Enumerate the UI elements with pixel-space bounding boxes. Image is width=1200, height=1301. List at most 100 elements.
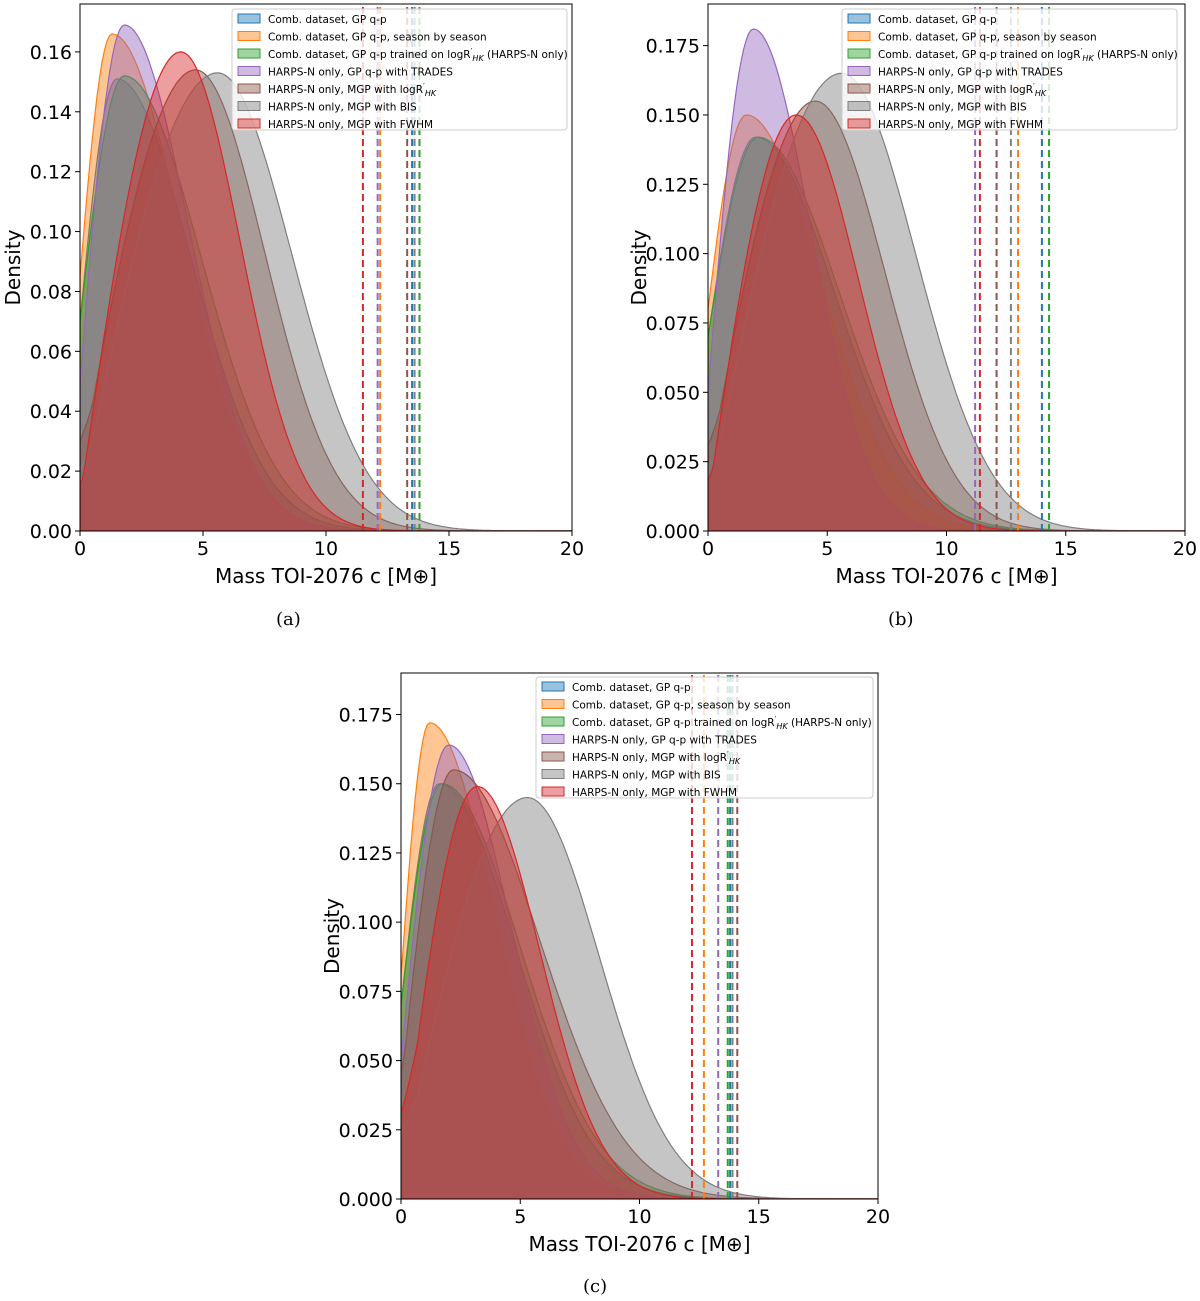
plot-area [708,28,1185,531]
density-area-comb-dataset-gp-q-p-trained-on-logr-hk-harps-n-only [401,783,878,1199]
legend-swatch-harps-n-only-mgp-with-logr-hk [847,83,871,94]
density-area-harps-n-only-mgp-with-fwhm [80,51,572,531]
legend-swatch-harps-n-only-gp-q-p-with-trades [237,66,261,76]
legend-box [535,676,874,799]
legend-label-harps-n-only-mgp-with-bis: HARPS-N only, MGP with BIS [268,102,417,114]
chart-panel-c: 0 5 10 15 20 0.000 0.025 0.050 0.075 0.100 0.125 0.… [320,672,890,1256]
legend: Comb. dataset, GP q-p Comb. dataset, GP q… [535,676,874,799]
legend-swatch-comb-dataset-gp-q-p [237,13,261,24]
x-tick-label: 10 [314,538,338,560]
y-tick-label: 0.075 [646,313,700,335]
legend-swatch-comb-dataset-gp-q-p-season-by-season [237,31,261,41]
density-area-comb-dataset-gp-q-p-season-by-season [401,722,878,1199]
y-tick-label: 0.175 [646,36,700,58]
legend-swatch-harps-n-only-mgp-with-logr-hk [541,751,565,762]
x-axis-label: Mass TOI-2076 c [M⊕] [528,1232,750,1256]
legend-swatch-harps-n-only-gp-q-p-with-trades [541,734,565,744]
x-tick-label: 5 [197,538,209,560]
legend-label-comb-dataset-gp-q-p: Comb. dataset, GP q-p [572,682,691,694]
panel-caption-c: (c) [583,1276,608,1297]
y-tick-label: 0.025 [339,1120,393,1142]
legend-swatch-harps-n-only-mgp-with-fwhm [847,118,871,129]
density-area-harps-n-only-mgp-with-logr-hk [80,69,572,531]
x-tick-label: 15 [437,538,461,560]
density-area-comb-dataset-gp-q-p-trained-on-logr-hk-harps-n-only [708,136,1185,531]
x-axis-label: Mass TOI-2076 c [M⊕] [835,564,1057,588]
legend-swatch-comb-dataset-gp-q-p-season-by-season [847,31,871,41]
legend-label-comb-dataset-gp-q-p-season-by-season: Comb. dataset, GP q-p, season by season [572,700,791,712]
legend-swatch-harps-n-only-mgp-with-bis [237,101,261,111]
y-axis-label: Density [1,229,25,305]
legend-swatch-harps-n-only-mgp-with-fwhm [237,118,261,129]
x-tick-label: 20 [560,538,584,560]
y-tick-label: 0.04 [30,401,72,423]
x-tick-label: 0 [702,538,714,560]
legend-label-harps-n-only-mgp-with-bis: HARPS-N only, MGP with BIS [878,102,1027,114]
y-tick-label: 0.10 [30,222,72,244]
plot-area [80,24,572,531]
x-tick-label: 5 [514,1206,526,1228]
y-tick-label: 0.000 [646,521,700,543]
y-tick-label: 0.14 [30,102,72,124]
y-tick-label: 0.06 [30,341,72,363]
legend-label-harps-n-only-mgp-with-fwhm: HARPS-N only, MGP with FWHM [878,119,1043,131]
y-tick-label: 0.16 [30,42,72,64]
chart-panel-b: 0 5 10 15 20 0.000 0.025 0.050 0.075 0.100 0.125 0.… [627,3,1197,588]
y-tick-label: 0.075 [339,981,393,1003]
plot-area [401,722,878,1199]
legend-label-comb-dataset-gp-q-p: Comb. dataset, GP q-p [878,14,997,26]
legend-swatch-comb-dataset-gp-q-p-trained-on-logr-hk-harps-n-only [847,48,871,59]
x-tick-label: 5 [821,538,833,560]
legend-swatch-harps-n-only-mgp-with-logr-hk [237,83,261,94]
legend-swatch-comb-dataset-gp-q-p-season-by-season [541,699,565,709]
density-area-comb-dataset-gp-q-p-season-by-season [708,114,1185,531]
y-tick-label: 0.000 [339,1189,393,1211]
legend-label-harps-n-only-mgp-with-fwhm: HARPS-N only, MGP with FWHM [268,119,433,131]
legend-label-comb-dataset-gp-q-p-season-by-season: Comb. dataset, GP q-p, season by season [268,32,487,44]
legend: Comb. dataset, GP q-p Comb. dataset, GP q… [841,8,1178,131]
x-tick-label: 10 [934,538,958,560]
y-tick-label: 0.100 [339,912,393,934]
density-area-harps-n-only-gp-q-p-with-trades [401,744,878,1199]
legend-label-harps-n-only-mgp-with-logr-hk: HARPS-N only, MGP with logR′HK [268,82,437,98]
legend: Comb. dataset, GP q-p Comb. dataset, GP q… [231,8,568,131]
y-axis-label: Density [320,898,344,974]
legend-swatch-harps-n-only-mgp-with-bis [847,101,871,111]
density-area-harps-n-only-mgp-with-bis [708,72,1185,531]
legend-swatch-comb-dataset-gp-q-p [847,13,871,24]
x-tick-label: 15 [1054,538,1078,560]
chart-panel-a: 0 5 10 15 20 0.00 0.02 0.04 0.06 0.08 0.10 0.12 0.14… [1,3,584,588]
x-tick-label: 10 [627,1206,651,1228]
density-area-harps-n-only-mgp-with-fwhm [401,785,878,1199]
panel-caption-b: (b) [888,609,914,630]
x-tick-label: 15 [747,1206,771,1228]
x-tick-label: 20 [1173,538,1197,560]
legend-swatch-harps-n-only-gp-q-p-with-trades [847,66,871,76]
density-area-harps-n-only-mgp-with-fwhm [708,114,1185,531]
density-area-harps-n-only-gp-q-p-with-trades [708,28,1185,531]
legend-label-comb-dataset-gp-q-p: Comb. dataset, GP q-p [268,14,387,26]
legend-label-harps-n-only-gp-q-p-with-trades: HARPS-N only, GP q-p with TRADES [572,735,757,747]
panel-caption-a: (a) [276,609,301,630]
legend-label-comb-dataset-gp-q-p-trained-on-logr-hk-harps-n-only: Comb. dataset, GP q-p trained on logR′HK… [268,47,568,63]
y-tick-label: 0.08 [30,281,72,303]
legend-box [841,8,1178,131]
legend-label-comb-dataset-gp-q-p-trained-on-logr-hk-harps-n-only: Comb. dataset, GP q-p trained on logR′HK… [572,715,872,731]
legend-label-harps-n-only-mgp-with-fwhm: HARPS-N only, MGP with FWHM [572,787,737,799]
legend-label-comb-dataset-gp-q-p-season-by-season: Comb. dataset, GP q-p, season by season [878,32,1097,44]
legend-box [231,8,568,131]
y-axis-label: Density [627,229,651,305]
legend-swatch-harps-n-only-mgp-with-bis [541,769,565,779]
y-tick-label: 0.025 [646,452,700,474]
x-tick-label: 20 [866,1206,890,1228]
x-axis-label: Mass TOI-2076 c [M⊕] [215,564,437,588]
legend-swatch-comb-dataset-gp-q-p-trained-on-logr-hk-harps-n-only [541,716,565,727]
legend-label-harps-n-only-mgp-with-logr-hk: HARPS-N only, MGP with logR′HK [572,750,741,766]
x-tick-label: 0 [395,1206,407,1228]
y-tick-label: 0.100 [646,244,700,266]
y-tick-label: 0.02 [30,461,72,483]
legend-swatch-comb-dataset-gp-q-p-trained-on-logr-hk-harps-n-only [237,48,261,59]
y-tick-label: 0.175 [339,705,393,727]
y-tick-label: 0.150 [646,105,700,127]
density-area-comb-dataset-gp-q-p-trained-on-logr-hk-harps-n-only [80,75,572,531]
